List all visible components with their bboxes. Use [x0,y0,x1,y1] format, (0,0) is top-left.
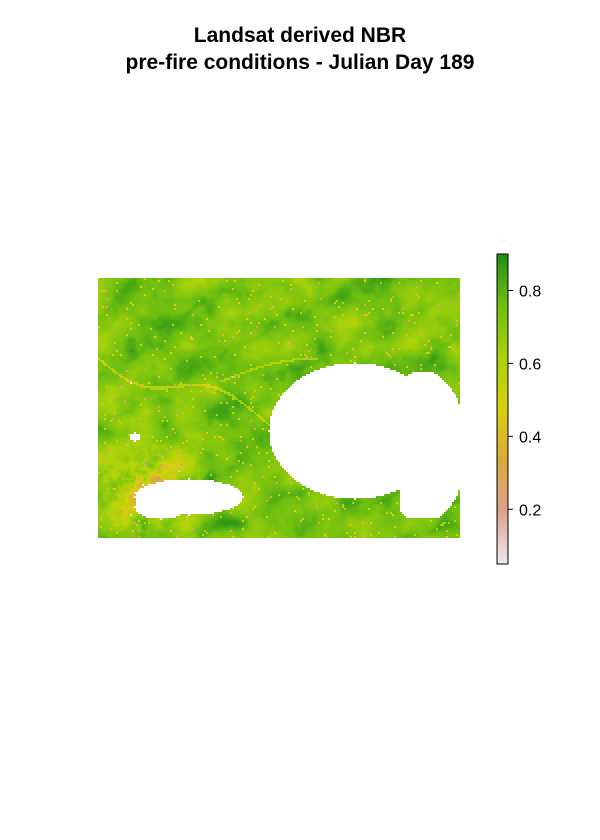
nbr-raster-canvas [98,278,460,538]
legend-tick-label: 0.2 [519,502,541,519]
legend-tick-label: 0.4 [519,429,541,446]
color-legend: 0.8 0.6 0.4 0.2 [496,253,541,565]
nbr-raster-map [98,278,460,538]
legend-ticks: 0.8 0.6 0.4 0.2 [508,283,541,519]
legend-tick-label: 0.6 [519,356,541,373]
title-line-2: pre-fire conditions - Julian Day 189 [125,51,475,74]
legend-color-bar [496,253,509,565]
plot-title: Landsat derived NBR pre-fire conditions … [0,22,600,76]
title-line-1: Landsat derived NBR [193,24,407,47]
legend-tick-label: 0.8 [519,283,541,300]
